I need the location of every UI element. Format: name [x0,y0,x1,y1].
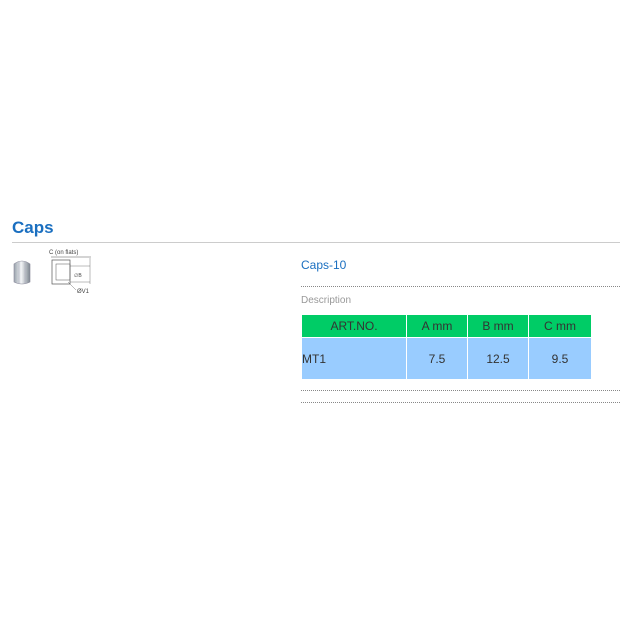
header-b: B mm [467,314,529,338]
table-row: MT1 7.5 12.5 9.5 [301,337,592,380]
dotted-divider [301,286,620,287]
section-title: Caps [12,218,54,237]
description-label: Description [301,295,352,306]
header-art-no: ART.NO. [301,314,407,338]
drawing-label-side: ∅B [74,273,82,279]
header-c: C mm [528,314,592,338]
drawing-label-top: C (on flats) [49,250,78,256]
cell-a: 7.5 [406,337,468,380]
header-a: A mm [406,314,468,338]
cell-art-no: MT1 [301,337,407,380]
divider [12,242,620,243]
cell-c: 9.5 [528,337,592,380]
dotted-divider [301,402,620,403]
product-title[interactable]: Caps-10 [301,258,347,272]
spec-table: ART.NO. A mm B mm C mm MT1 7.5 12.5 9.5 [301,314,592,380]
table-header-row: ART.NO. A mm B mm C mm [301,314,592,338]
dotted-divider [301,390,620,391]
drawing-label-bottom: ØV1 [77,289,90,295]
cap-technical-drawing: C (on flats) ∅B ØV1 [49,250,91,295]
cap-product-image [13,260,31,285]
cell-b: 12.5 [467,337,529,380]
